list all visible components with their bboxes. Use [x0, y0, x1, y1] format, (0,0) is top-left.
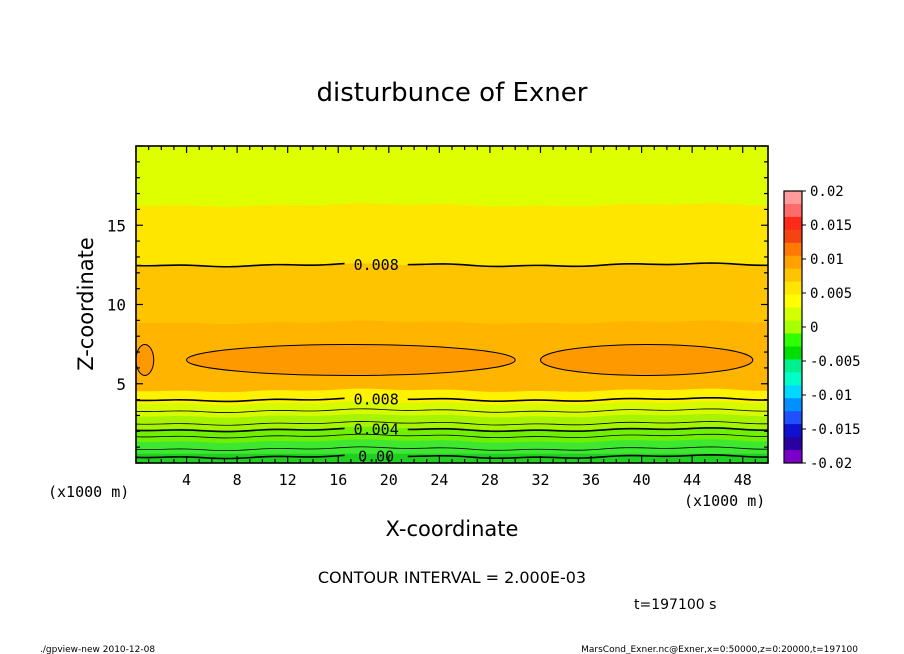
y-axis-label: Z-coordinate	[74, 237, 98, 371]
minor-contour-3	[135, 408, 769, 413]
x-tick-label: 8	[233, 471, 242, 489]
high-region-2	[539, 344, 754, 376]
y-tick-label: 10	[107, 296, 126, 315]
colorbar-label: -0.01	[810, 388, 852, 404]
x-unit-left: (x1000 m)	[48, 483, 129, 501]
colorbar-label: 0.015	[810, 218, 852, 234]
contour-line-3-a	[135, 454, 345, 460]
x-tick-label: 20	[380, 471, 398, 489]
colorbar-swatch-7	[784, 281, 802, 296]
minor-contour-0	[135, 446, 769, 452]
colorbar-swatch-14	[784, 372, 802, 386]
colorbar-swatch-10	[784, 320, 802, 334]
band-9	[135, 145, 769, 207]
high-region-1	[186, 344, 516, 376]
colorbar-swatch-6	[784, 268, 802, 283]
y-tick-label: 5	[116, 375, 126, 394]
colorbar-swatch-5	[784, 255, 802, 270]
chart-title: disturbunce of Exner	[317, 78, 588, 108]
x-tick-label: 16	[329, 471, 347, 489]
x-axis-label: X-coordinate	[386, 517, 519, 541]
contour-line-1-b	[407, 396, 769, 402]
contour-line-1-a	[135, 397, 345, 403]
x-axis-ticks: 4 8 12 16 20 24 28 32 36 40 44 48	[135, 146, 769, 489]
colorbar-swatch-20	[784, 450, 802, 464]
colorbar-swatch-0	[784, 191, 802, 205]
contour-label-2: 0.004	[354, 421, 399, 439]
contour-label-0: 0.008	[354, 256, 399, 274]
contour-line-0-a	[135, 262, 345, 268]
y-axis-ticks: 5 10 15	[107, 145, 768, 464]
plot-area	[135, 145, 769, 464]
band-8	[135, 202, 769, 268]
colorbar-label: 0.005	[810, 286, 852, 302]
colorbar-swatch-2	[784, 216, 802, 231]
x-tick-label: 36	[582, 471, 600, 489]
colorbar-swatch-11	[784, 333, 802, 347]
x-unit-right: (x1000 m)	[684, 492, 765, 510]
colorbar-label: -0.02	[810, 456, 852, 472]
minor-contour-2	[135, 421, 769, 426]
x-tick-label: 28	[481, 471, 499, 489]
contour-line-2-b	[407, 427, 769, 433]
contour-interval-text: CONTOUR INTERVAL = 2.000E-03	[318, 568, 586, 587]
contour-label-3: 0.00	[358, 448, 394, 466]
x-tick-label: 48	[734, 471, 752, 489]
time-text: t=197100 s	[634, 597, 716, 613]
x-tick-label: 24	[430, 471, 448, 489]
colorbar-swatch-16	[784, 398, 802, 412]
x-tick-label: 32	[531, 471, 549, 489]
contour-line-0-b	[407, 262, 769, 268]
colorbar-swatch-17	[784, 411, 802, 425]
colorbar: 0.02 0.015 0.01 0.005 0 -0.005 -0.01 -0.015 -0.0…	[783, 184, 861, 472]
contour-label-1: 0.008	[354, 391, 399, 409]
contour-line-2-a	[135, 427, 345, 433]
colorbar-swatch-12	[784, 346, 802, 360]
colorbar-swatch-8	[784, 294, 802, 309]
colorbar-swatch-18	[784, 424, 802, 438]
contour-line-3-b	[407, 454, 769, 460]
band-7	[135, 262, 769, 325]
colorbar-label: -0.015	[810, 422, 861, 438]
x-tick-label: 12	[279, 471, 297, 489]
colorbar-label: 0.02	[810, 184, 844, 200]
colorbar-swatch-9	[784, 307, 802, 322]
x-tick-label: 44	[683, 471, 701, 489]
x-tick-label: 40	[633, 471, 651, 489]
colorbar-swatch-3	[784, 229, 802, 244]
high-region-0	[135, 344, 155, 376]
contour-lines: 0.008 0.008 0.004 0.00	[135, 256, 769, 466]
x-tick-label: 4	[182, 471, 191, 489]
colorbar-label: 0.01	[810, 252, 844, 268]
colorbar-swatch-13	[784, 359, 802, 373]
footer-right: MarsCond_Exner.nc@Exner,x=0:50000,z=0:20…	[581, 645, 858, 654]
colorbar-swatch-4	[784, 242, 802, 257]
footer-left: ./gpview-new 2010-12-08	[40, 645, 155, 654]
colorbar-label: -0.005	[810, 354, 861, 370]
minor-contour-1	[135, 433, 769, 439]
colorbar-label: 0	[810, 320, 818, 336]
high-regions	[135, 344, 754, 376]
colorbar-swatch-1	[784, 203, 802, 218]
colorbar-swatch-19	[784, 437, 802, 451]
y-tick-label: 15	[107, 216, 126, 235]
colorbar-swatch-15	[784, 385, 802, 399]
